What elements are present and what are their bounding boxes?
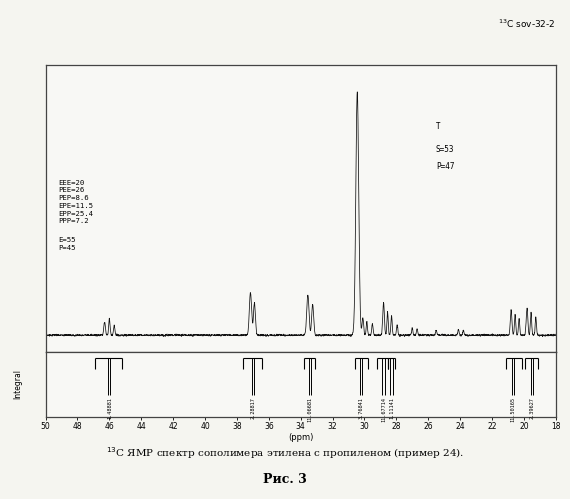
Text: 2.39627: 2.39627 bbox=[530, 397, 534, 419]
Text: 3.76841: 3.76841 bbox=[359, 397, 364, 419]
Text: $^{13}$C sov-32-2: $^{13}$C sov-32-2 bbox=[498, 17, 556, 30]
Text: 11.06681: 11.06681 bbox=[308, 397, 313, 422]
Text: EEE=20
PEE=26
PEP=8.6
EPE=11.5
EPP=25.4
PPP=7.2: EEE=20 PEE=26 PEP=8.6 EPE=11.5 EPP=25.4 … bbox=[58, 180, 93, 225]
Text: E=55
P=45: E=55 P=45 bbox=[58, 237, 76, 251]
Text: P=47: P=47 bbox=[436, 163, 454, 172]
Text: $^{13}$C ЯМР спектр сополимера этилена с пропиленом (пример 24).: $^{13}$C ЯМР спектр сополимера этилена с… bbox=[106, 445, 464, 461]
Text: 11.67714: 11.67714 bbox=[381, 397, 386, 422]
Text: Рис. 3: Рис. 3 bbox=[263, 473, 307, 486]
Text: T: T bbox=[436, 122, 441, 131]
Text: Integral: Integral bbox=[13, 369, 22, 399]
Text: 2.28817: 2.28817 bbox=[250, 397, 255, 419]
Text: 11.50165: 11.50165 bbox=[510, 397, 515, 422]
Text: 1.11141: 1.11141 bbox=[389, 397, 394, 419]
Text: S=53: S=53 bbox=[436, 145, 454, 154]
X-axis label: (ppm): (ppm) bbox=[288, 433, 314, 442]
Text: 1.48881: 1.48881 bbox=[107, 397, 112, 419]
